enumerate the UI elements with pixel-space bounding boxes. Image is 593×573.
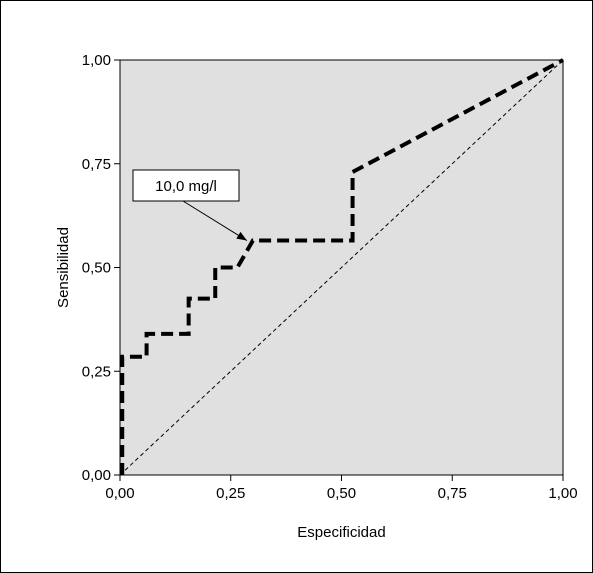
y-tick-label: 0,50 [82, 260, 111, 277]
x-tick-label: 1,00 [548, 485, 577, 502]
y-axis-label: Sensibilidad [55, 227, 72, 308]
x-tick-label: 0,75 [438, 485, 467, 502]
x-axis-label: Especificidad [297, 524, 385, 541]
annotation-label: 10,0 mg/l [155, 178, 217, 195]
x-tick-label: 0,00 [105, 485, 134, 502]
annotation-arrow [182, 200, 248, 241]
y-tick-label: 0,75 [82, 156, 111, 173]
x-tick-label: 0,25 [216, 485, 245, 502]
y-tick-label: 0,25 [82, 363, 111, 380]
y-tick-label: 1,00 [82, 52, 111, 69]
y-tick-label: 0,00 [82, 467, 111, 484]
annotation-box [132, 169, 240, 202]
reference-diagonal-line [119, 59, 564, 476]
x-tick-label: 0,50 [327, 485, 356, 502]
annotation-arrowhead [236, 231, 247, 241]
roc-curve-line [120, 58, 564, 475]
